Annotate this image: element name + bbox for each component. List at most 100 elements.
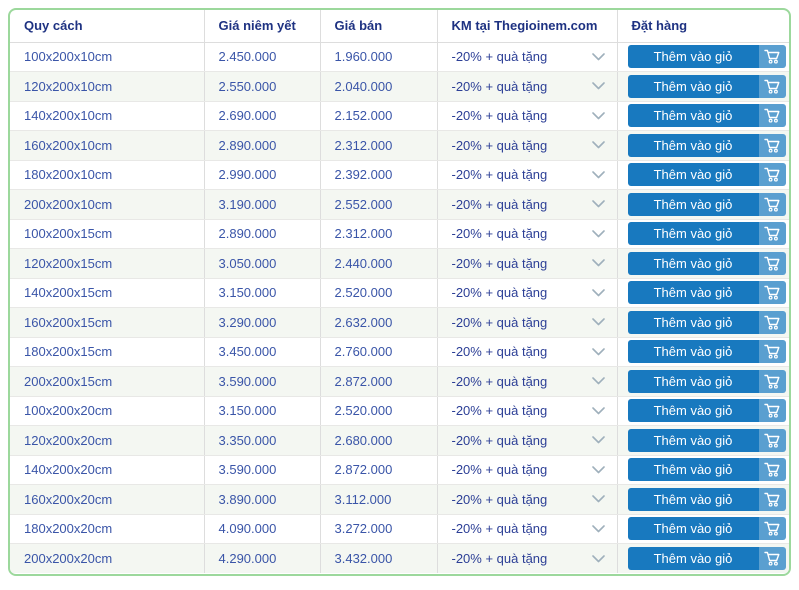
add-to-cart-button[interactable]: Thêm vào giỏ [627, 74, 786, 98]
promo-dropdown[interactable]: -20% + quà tặng [452, 79, 605, 94]
chevron-down-icon[interactable] [591, 465, 605, 474]
promo-dropdown[interactable]: -20% + quà tặng [452, 433, 605, 448]
table-row: 180x200x10cm 2.990.000 2.392.000 -20% + … [10, 160, 789, 190]
sale-price-cell: 2.520.000 [320, 278, 438, 308]
add-to-cart-button[interactable]: Thêm vào giỏ [627, 104, 786, 128]
promo-label: -20% + quà tặng [451, 137, 548, 153]
promo-label: -20% + quà tặng [451, 551, 548, 566]
chevron-down-icon[interactable] [591, 259, 605, 267]
promo-dropdown[interactable]: -20% + quà tặng [452, 492, 605, 507]
list-price-cell: 4.090.000 [204, 514, 321, 544]
list-price-cell: 2.690.000 [204, 101, 321, 131]
add-to-cart-label: Thêm vào giỏ [627, 340, 759, 364]
cart-icon[interactable] [758, 192, 786, 216]
chevron-down-icon[interactable] [591, 229, 605, 238]
promo-dropdown[interactable]: -20% + quà tặng [452, 108, 605, 123]
promo-label: -20% + quà tặng [451, 344, 548, 360]
add-to-cart-button[interactable]: Thêm vào giỏ [627, 487, 786, 511]
cart-icon[interactable] [758, 251, 786, 275]
cart-icon[interactable] [758, 74, 786, 98]
order-cell: Thêm vào giỏ [617, 71, 789, 102]
add-to-cart-label: Thêm vào giỏ [627, 517, 759, 541]
chevron-down-icon[interactable] [591, 288, 605, 297]
add-to-cart-button[interactable]: Thêm vào giỏ [627, 369, 786, 393]
chevron-down-icon[interactable] [591, 347, 605, 356]
promo-dropdown[interactable]: -20% + quà tặng [452, 197, 605, 212]
promo-dropdown[interactable]: -20% + quà tặng [452, 138, 605, 153]
promo-cell: -20% + quà tặng [437, 71, 618, 102]
promo-label: -20% + quà tặng [451, 167, 548, 183]
promo-dropdown[interactable]: -20% + quà tặng [452, 462, 605, 477]
promo-cell: -20% + quà tặng [437, 248, 618, 279]
add-to-cart-button[interactable]: Thêm vào giỏ [627, 192, 786, 216]
add-to-cart-label: Thêm vào giỏ [627, 192, 759, 216]
cart-icon[interactable] [758, 281, 786, 305]
list-price-cell: 3.050.000 [204, 248, 321, 279]
add-to-cart-button[interactable]: Thêm vào giỏ [627, 163, 786, 187]
order-cell: Thêm vào giỏ [617, 307, 789, 338]
cart-icon[interactable] [758, 310, 786, 334]
chevron-down-icon[interactable] [591, 82, 605, 90]
add-to-cart-button[interactable]: Thêm vào giỏ [627, 458, 786, 482]
add-to-cart-label: Thêm vào giỏ [627, 133, 759, 157]
cart-icon[interactable] [758, 428, 786, 452]
promo-dropdown[interactable]: -20% + quà tặng [452, 49, 605, 64]
sale-price-cell: 2.392.000 [320, 160, 438, 190]
promo-dropdown[interactable]: -20% + quà tặng [452, 403, 605, 418]
cart-icon[interactable] [758, 104, 786, 128]
promo-label: -20% + quà tặng [451, 255, 548, 271]
promo-dropdown[interactable]: -20% + quà tặng [452, 167, 605, 182]
chevron-down-icon[interactable] [591, 377, 605, 385]
promo-dropdown[interactable]: -20% + quà tặng [452, 285, 605, 300]
promo-dropdown[interactable]: -20% + quà tặng [452, 315, 605, 330]
add-to-cart-button[interactable]: Thêm vào giỏ [627, 133, 786, 157]
add-to-cart-button[interactable]: Thêm vào giỏ [627, 340, 786, 364]
sale-price-cell: 3.112.000 [320, 484, 438, 515]
cart-icon[interactable] [758, 45, 786, 69]
cart-icon[interactable] [758, 399, 786, 423]
list-price-cell: 3.450.000 [204, 337, 321, 367]
cart-icon[interactable] [758, 163, 786, 187]
chevron-down-icon[interactable] [591, 141, 605, 149]
add-to-cart-button[interactable]: Thêm vào giỏ [627, 222, 786, 246]
chevron-down-icon[interactable] [591, 406, 605, 415]
chevron-down-icon[interactable] [591, 52, 605, 61]
size-cell: 140x200x15cm [10, 278, 205, 308]
chevron-down-icon[interactable] [591, 200, 605, 208]
cart-icon[interactable] [758, 458, 786, 482]
add-to-cart-button[interactable]: Thêm vào giỏ [627, 428, 786, 452]
cart-icon[interactable] [758, 340, 786, 364]
cart-icon[interactable] [758, 369, 786, 393]
chevron-down-icon[interactable] [591, 554, 605, 563]
add-to-cart-button[interactable]: Thêm vào giỏ [627, 399, 786, 423]
size-cell: 140x200x20cm [10, 455, 205, 485]
chevron-down-icon[interactable] [591, 524, 605, 533]
chevron-down-icon[interactable] [591, 111, 605, 120]
promo-label: -20% + quà tặng [451, 108, 548, 124]
add-to-cart-button[interactable]: Thêm vào giỏ [627, 547, 786, 570]
cart-icon[interactable] [758, 487, 786, 511]
chevron-down-icon[interactable] [591, 318, 605, 326]
cart-icon[interactable] [758, 133, 786, 157]
cart-icon[interactable] [758, 222, 786, 246]
add-to-cart-button[interactable]: Thêm vào giỏ [627, 251, 786, 275]
chevron-down-icon[interactable] [591, 436, 605, 444]
chevron-down-icon[interactable] [591, 170, 605, 179]
promo-dropdown[interactable]: -20% + quà tặng [452, 551, 605, 566]
promo-dropdown[interactable]: -20% + quà tặng [452, 226, 605, 241]
add-to-cart-button[interactable]: Thêm vào giỏ [627, 310, 786, 334]
chevron-down-icon[interactable] [591, 495, 605, 503]
add-to-cart-button[interactable]: Thêm vào giỏ [627, 45, 786, 69]
add-to-cart-label: Thêm vào giỏ [627, 251, 759, 275]
promo-dropdown[interactable]: -20% + quà tặng [452, 344, 605, 359]
list-price-cell: 3.590.000 [204, 455, 321, 485]
cart-icon[interactable] [758, 517, 786, 541]
promo-dropdown[interactable]: -20% + quà tặng [452, 521, 605, 536]
add-to-cart-button[interactable]: Thêm vào giỏ [627, 281, 786, 305]
cart-icon[interactable] [758, 547, 786, 570]
promo-dropdown[interactable]: -20% + quà tặng [452, 374, 605, 389]
table-row: 140x200x15cm 3.150.000 2.520.000 -20% + … [10, 278, 789, 308]
add-to-cart-button[interactable]: Thêm vào giỏ [627, 517, 786, 541]
promo-dropdown[interactable]: -20% + quà tặng [452, 256, 605, 271]
column-header-size: Quy cách [10, 10, 205, 43]
